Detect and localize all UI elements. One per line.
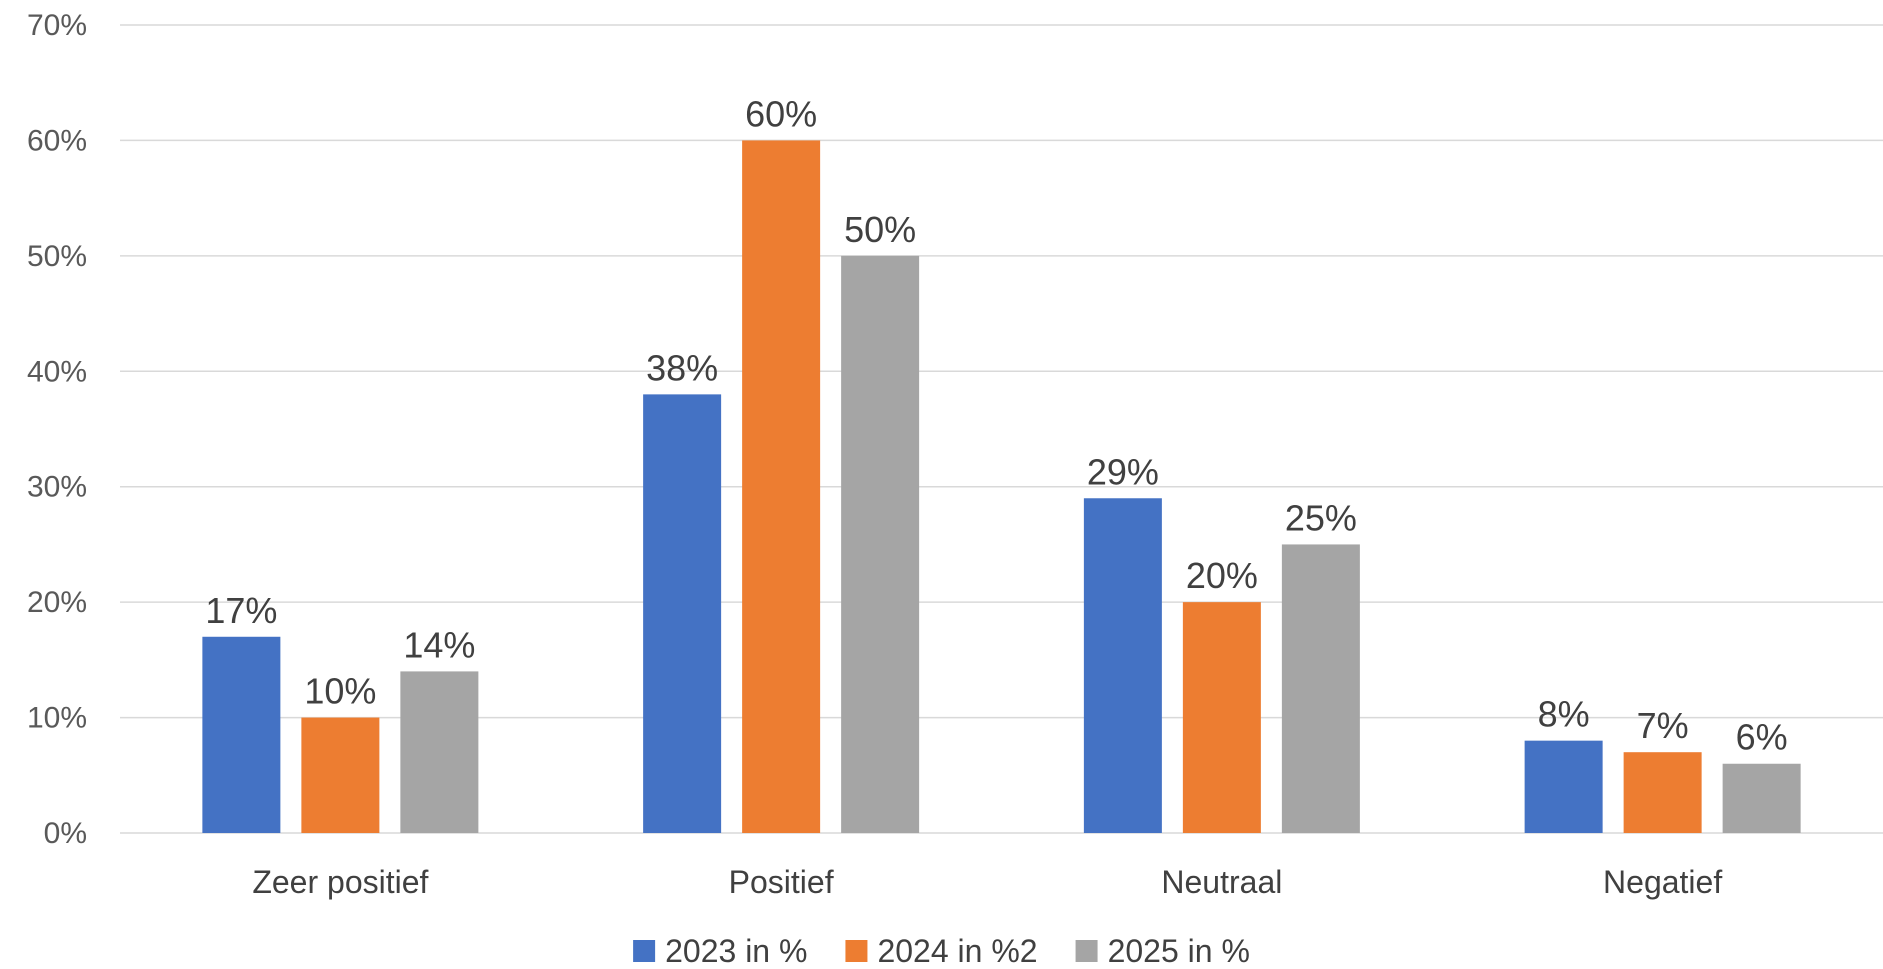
bar xyxy=(841,255,920,833)
y-tick-label: 60% xyxy=(27,124,87,157)
data-label: 7% xyxy=(1637,705,1689,746)
bar xyxy=(1524,740,1603,833)
x-axis-categories: Zeer positief Positief Neutraal Negatief xyxy=(252,864,1722,900)
bar xyxy=(742,140,821,833)
data-labels: 17% 10% 14% 38% 60% 50% 29% 20% 25% 8% 7% 6% xyxy=(205,93,1787,757)
legend-swatch xyxy=(1075,940,1098,962)
data-label: 14% xyxy=(403,624,475,665)
y-tick-label: 30% xyxy=(27,471,87,504)
category-label: Positief xyxy=(729,864,834,900)
data-label: 29% xyxy=(1087,451,1159,492)
legend-label: 2024 in %2 xyxy=(877,933,1037,969)
y-tick-label: 0% xyxy=(44,817,87,850)
data-label: 50% xyxy=(844,209,916,250)
category-label: Negatief xyxy=(1603,864,1722,900)
legend-label: 2025 in % xyxy=(1108,933,1250,969)
data-label: 38% xyxy=(646,347,718,388)
data-label: 17% xyxy=(205,590,277,631)
y-tick-label: 10% xyxy=(27,702,87,735)
y-axis-ticks: 0% 10% 20% 30% 40% 50% 60% 70% xyxy=(27,9,87,850)
data-label: 25% xyxy=(1285,497,1357,538)
legend: 2023 in % 2024 in %2 2025 in % xyxy=(633,933,1250,969)
bar xyxy=(1281,544,1360,833)
bar xyxy=(202,636,281,833)
data-label: 60% xyxy=(745,93,817,134)
data-label: 10% xyxy=(304,671,376,712)
y-tick-label: 70% xyxy=(27,9,87,42)
bar xyxy=(1623,752,1702,833)
bar xyxy=(1182,602,1261,833)
y-tick-label: 50% xyxy=(27,240,87,273)
bar xyxy=(400,671,479,833)
legend-swatch xyxy=(845,940,868,962)
data-label: 6% xyxy=(1736,717,1788,758)
legend-swatch xyxy=(633,940,656,962)
category-label: Zeer positief xyxy=(252,864,428,900)
data-label: 20% xyxy=(1186,555,1258,596)
bars xyxy=(202,140,1801,833)
data-label: 8% xyxy=(1538,694,1590,735)
category-label: Neutraal xyxy=(1161,864,1282,900)
y-tick-label: 20% xyxy=(27,586,87,619)
bar xyxy=(1722,763,1801,833)
bar xyxy=(643,394,722,833)
y-tick-label: 40% xyxy=(27,355,87,388)
bar xyxy=(301,717,380,833)
legend-label: 2023 in % xyxy=(665,933,807,969)
bar xyxy=(1083,498,1162,833)
gridlines xyxy=(120,24,1883,834)
